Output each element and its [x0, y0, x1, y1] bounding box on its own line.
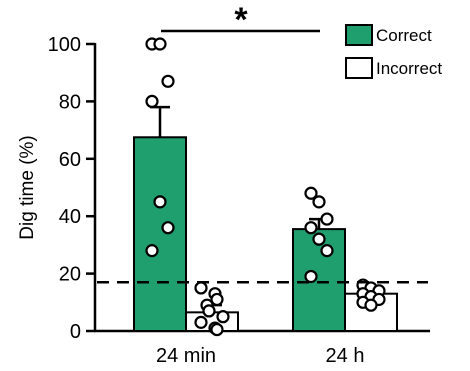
data-point [304, 186, 318, 200]
y-tick-label: 100 [48, 34, 81, 56]
legend-label: Incorrect [376, 59, 442, 78]
data-point [153, 37, 167, 51]
bar [133, 136, 187, 332]
bars [133, 136, 398, 333]
significance-star: * [234, 1, 248, 39]
data-point [216, 310, 230, 324]
data-point [194, 315, 208, 329]
data-point [194, 281, 208, 295]
y-tick-label: 40 [59, 206, 81, 228]
y-tick-label: 0 [70, 321, 81, 343]
y-tick-label: 80 [59, 91, 81, 113]
legend-swatch [345, 57, 373, 79]
legend: Correct Incorrect [345, 24, 442, 79]
data-points [145, 37, 386, 337]
data-point [320, 212, 334, 226]
axes: 0 20 40 60 80 100 24 min 24 h [48, 34, 430, 367]
data-point [210, 322, 224, 337]
bar [292, 228, 346, 333]
data-point [202, 304, 216, 318]
data-point [161, 221, 175, 235]
y-tick-label: 60 [59, 149, 81, 171]
data-point [304, 221, 318, 235]
data-point [320, 244, 334, 258]
y-tick-label: 20 [59, 264, 81, 286]
data-point [145, 94, 159, 109]
data-point [312, 195, 326, 209]
data-point [153, 195, 167, 209]
data-point [161, 74, 175, 88]
significance-marker: * [161, 1, 320, 39]
x-category-label: 24 h [326, 345, 365, 367]
y-axis-label: Dig time (%) [17, 135, 38, 240]
legend-label: Correct [376, 26, 432, 45]
legend-swatch [345, 24, 373, 46]
data-point [312, 232, 326, 246]
data-point [364, 298, 378, 312]
data-point [210, 292, 224, 307]
data-point [304, 269, 318, 284]
data-point [145, 244, 159, 258]
x-category-label: 24 min [156, 345, 216, 367]
